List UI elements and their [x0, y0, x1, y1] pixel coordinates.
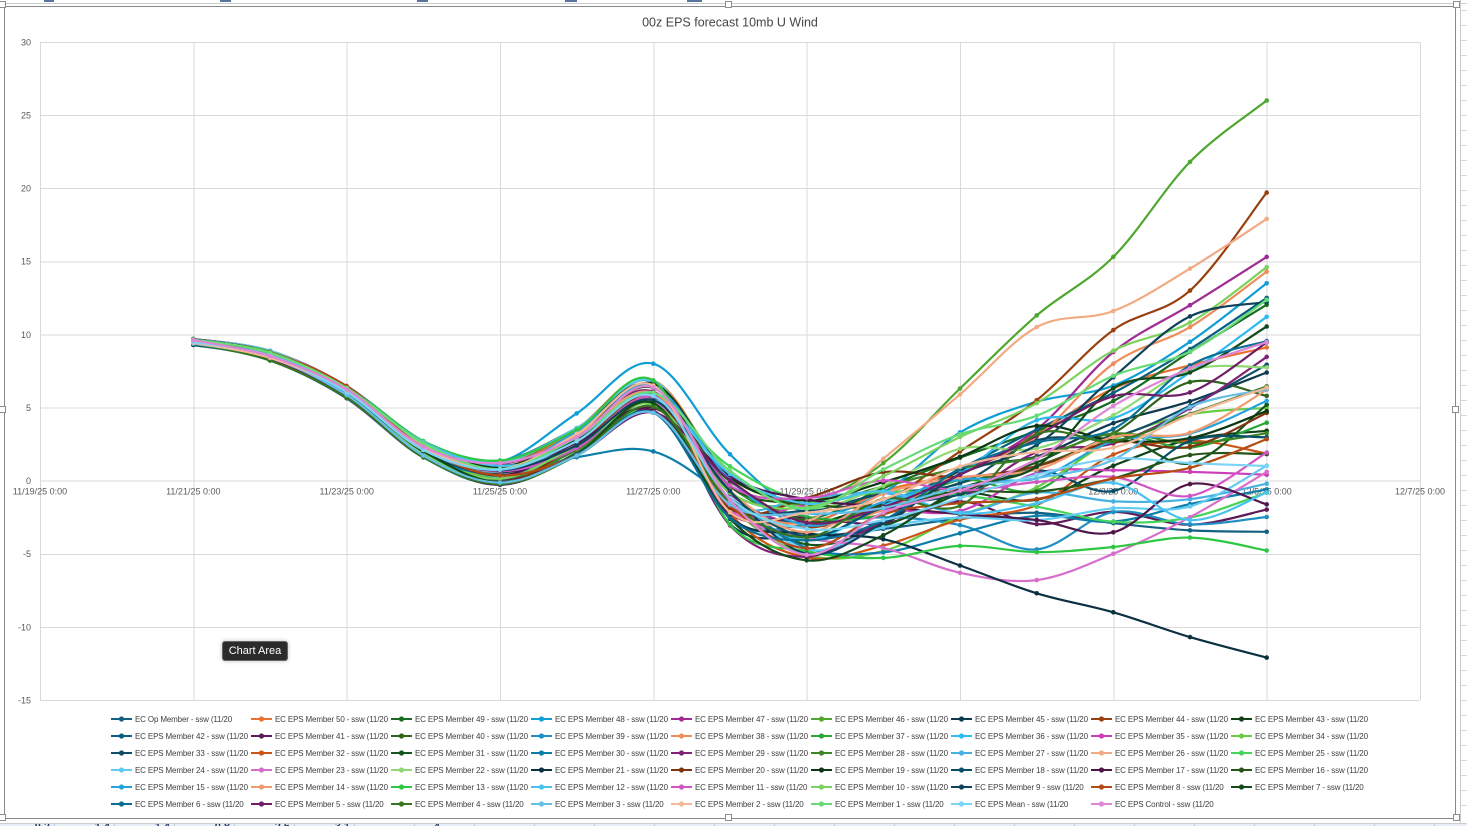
- svg-text:EC EPS Member 28 - ssw (11/20: EC EPS Member 28 - ssw (11/20: [835, 749, 949, 758]
- svg-text:11/23/25 0:00: 11/23/25 0:00: [320, 487, 374, 497]
- svg-text:11/21/25 0:00: 11/21/25 0:00: [166, 487, 220, 497]
- svg-text:EC EPS Member 5 - ssw (11/20: EC EPS Member 5 - ssw (11/20: [275, 800, 384, 809]
- svg-text:EC EPS Member 46 - ssw (11/20: EC EPS Member 46 - ssw (11/20: [835, 715, 949, 724]
- svg-text:EC EPS Member 4 - ssw (11/20: EC EPS Member 4 - ssw (11/20: [415, 800, 524, 809]
- svg-text:EC EPS Member 10 - ssw (11/20: EC EPS Member 10 - ssw (11/20: [835, 783, 949, 792]
- svg-text:EC EPS Member 3 - ssw (11/20: EC EPS Member 3 - ssw (11/20: [555, 800, 664, 809]
- svg-text:-10: -10: [18, 622, 31, 632]
- svg-text:EC EPS Member 47 - ssw (11/20: EC EPS Member 47 - ssw (11/20: [695, 715, 809, 724]
- svg-text:EC EPS Member 11 - ssw (11/20: EC EPS Member 11 - ssw (11/20: [695, 783, 808, 792]
- svg-text:EC EPS Member 8 - ssw (11/20: EC EPS Member 8 - ssw (11/20: [1115, 783, 1224, 792]
- svg-text:11/19/25 0:00: 11/19/25 0:00: [13, 487, 67, 497]
- svg-text:11/25/25 0:00: 11/25/25 0:00: [473, 487, 527, 497]
- svg-text:EC EPS Member 41 - ssw (11/20: EC EPS Member 41 - ssw (11/20: [275, 732, 389, 741]
- svg-text:15: 15: [21, 257, 31, 267]
- svg-text:EC EPS Member 30 - ssw (11/20: EC EPS Member 30 - ssw (11/20: [555, 749, 669, 758]
- svg-text:EC EPS Member 16 - ssw (11/20: EC EPS Member 16 - ssw (11/20: [1255, 766, 1369, 775]
- svg-text:EC EPS Member 23 - ssw (11/20: EC EPS Member 23 - ssw (11/20: [275, 766, 389, 775]
- svg-text:10: 10: [21, 330, 31, 340]
- svg-text:EC EPS Member 33 - ssw (11/20: EC EPS Member 33 - ssw (11/20: [135, 749, 249, 758]
- svg-text:EC EPS Member 7 - ssw (11/20: EC EPS Member 7 - ssw (11/20: [1255, 783, 1364, 792]
- svg-text:EC EPS Member 44 - ssw (11/20: EC EPS Member 44 - ssw (11/20: [1115, 715, 1229, 724]
- svg-text:EC EPS Member 21 - ssw (11/20: EC EPS Member 21 - ssw (11/20: [555, 766, 669, 775]
- svg-text:EC EPS Member 6 - ssw (11/20: EC EPS Member 6 - ssw (11/20: [135, 800, 244, 809]
- svg-text:EC EPS Member 27 - ssw (11/20: EC EPS Member 27 - ssw (11/20: [975, 749, 1089, 758]
- svg-text:EC EPS Member 48 - ssw (11/20: EC EPS Member 48 - ssw (11/20: [555, 715, 669, 724]
- svg-text:EC EPS Member 45 - ssw (11/20: EC EPS Member 45 - ssw (11/20: [975, 715, 1089, 724]
- svg-text:EC EPS Member 26 - ssw (11/20: EC EPS Member 26 - ssw (11/20: [1115, 749, 1229, 758]
- svg-text:-15: -15: [18, 695, 31, 705]
- svg-text:EC EPS Member 32 - ssw (11/20: EC EPS Member 32 - ssw (11/20: [275, 749, 389, 758]
- svg-text:EC EPS Member 14 - ssw (11/20: EC EPS Member 14 - ssw (11/20: [275, 783, 389, 792]
- svg-text:EC EPS Member 43 - ssw (11/20: EC EPS Member 43 - ssw (11/20: [1255, 715, 1369, 724]
- svg-text:EC EPS Member 9 - ssw (11/20: EC EPS Member 9 - ssw (11/20: [975, 783, 1084, 792]
- svg-text:25: 25: [21, 111, 31, 121]
- svg-text:EC EPS Member 19 - ssw (11/20: EC EPS Member 19 - ssw (11/20: [835, 766, 949, 775]
- svg-text:30: 30: [21, 37, 31, 47]
- svg-text:EC EPS Member 36 - ssw (11/20: EC EPS Member 36 - ssw (11/20: [975, 732, 1089, 741]
- svg-text:EC EPS Member 40 - ssw (11/20: EC EPS Member 40 - ssw (11/20: [415, 732, 529, 741]
- svg-text:EC EPS Member 37 - ssw (11/20: EC EPS Member 37 - ssw (11/20: [835, 732, 949, 741]
- svg-text:EC EPS Member 31 - ssw (11/20: EC EPS Member 31 - ssw (11/20: [415, 749, 529, 758]
- svg-text:EC EPS Member 38 - ssw (11/20: EC EPS Member 38 - ssw (11/20: [695, 732, 809, 741]
- svg-text:EC EPS Member 2 - ssw (11/20: EC EPS Member 2 - ssw (11/20: [695, 800, 804, 809]
- svg-text:EC Op Member - ssw (11/20: EC Op Member - ssw (11/20: [135, 715, 233, 724]
- svg-text:EC EPS Member 42 - ssw (11/20: EC EPS Member 42 - ssw (11/20: [135, 732, 249, 741]
- svg-text:EC EPS Member 39 - ssw (11/20: EC EPS Member 39 - ssw (11/20: [555, 732, 669, 741]
- svg-text:0: 0: [26, 476, 31, 486]
- svg-text:11/29/25 0:00: 11/29/25 0:00: [780, 487, 834, 497]
- svg-text:EC EPS Member 35 - ssw (11/20: EC EPS Member 35 - ssw (11/20: [1115, 732, 1229, 741]
- svg-text:12/7/25 0:00: 12/7/25 0:00: [1395, 487, 1445, 497]
- svg-text:EC EPS Member 49 - ssw (11/20: EC EPS Member 49 - ssw (11/20: [415, 715, 529, 724]
- svg-text:EC EPS Member 15 - ssw (11/20: EC EPS Member 15 - ssw (11/20: [135, 783, 249, 792]
- svg-text:-5: -5: [23, 549, 31, 559]
- svg-text:EC EPS Member 25 - ssw (11/20: EC EPS Member 25 - ssw (11/20: [1255, 749, 1369, 758]
- svg-text:EC EPS Member 20 - ssw (11/20: EC EPS Member 20 - ssw (11/20: [695, 766, 809, 775]
- svg-text:EC EPS Member 17 - ssw (11/20: EC EPS Member 17 - ssw (11/20: [1115, 766, 1229, 775]
- svg-text:EC EPS Member 1 - ssw (11/20: EC EPS Member 1 - ssw (11/20: [835, 800, 944, 809]
- svg-text:20: 20: [21, 184, 31, 194]
- svg-text:5: 5: [26, 403, 31, 413]
- svg-text:EC EPS Member 12 - ssw (11/20: EC EPS Member 12 - ssw (11/20: [555, 783, 669, 792]
- svg-text:EC EPS Member 13 - ssw (11/20: EC EPS Member 13 - ssw (11/20: [415, 783, 529, 792]
- svg-text:EC EPS Member 18 - ssw (11/20: EC EPS Member 18 - ssw (11/20: [975, 766, 1089, 775]
- svg-text:00z EPS forecast 10mb U Wind: 00z EPS forecast 10mb U Wind: [642, 16, 818, 30]
- svg-text:EC EPS Member 22 - ssw (11/20: EC EPS Member 22 - ssw (11/20: [415, 766, 529, 775]
- svg-text:EC EPS Member 29 - ssw (11/20: EC EPS Member 29 - ssw (11/20: [695, 749, 809, 758]
- svg-text:EC EPS Member 24 - ssw (11/20: EC EPS Member 24 - ssw (11/20: [135, 766, 249, 775]
- svg-text:EC EPS Member 50 - ssw (11/20: EC EPS Member 50 - ssw (11/20: [275, 715, 389, 724]
- svg-text:EC EPS Mean - ssw (11/20: EC EPS Mean - ssw (11/20: [975, 800, 1069, 809]
- svg-text:11/27/25 0:00: 11/27/25 0:00: [626, 487, 680, 497]
- svg-text:EC EPS Control - ssw (11/20: EC EPS Control - ssw (11/20: [1115, 800, 1214, 809]
- svg-text:EC EPS Member 34 - ssw (11/20: EC EPS Member 34 - ssw (11/20: [1255, 732, 1369, 741]
